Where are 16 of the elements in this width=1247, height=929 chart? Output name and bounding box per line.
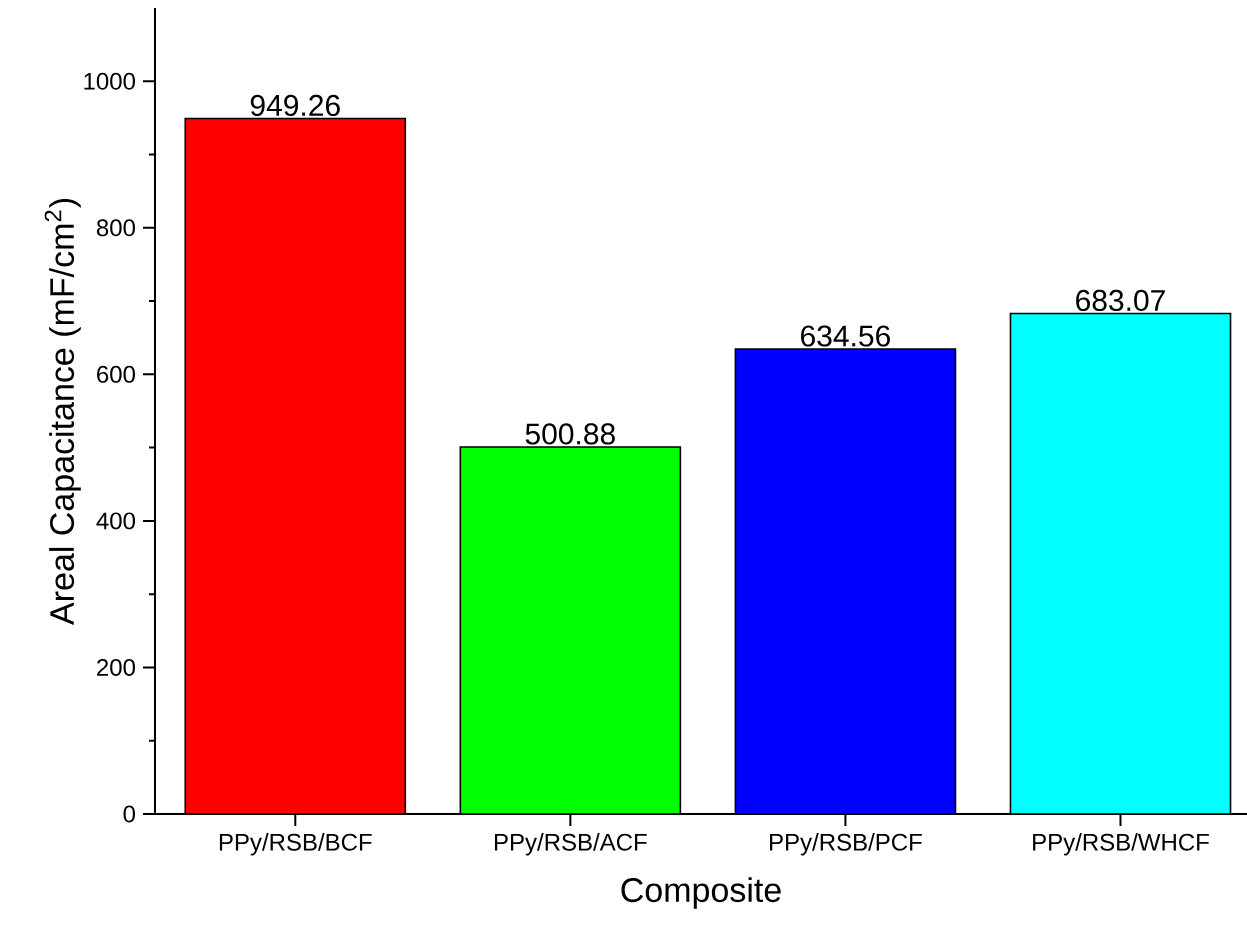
- data-label: 500.88: [525, 423, 615, 445]
- x-tick-label: PPy/RSB/ACF: [494, 833, 647, 856]
- data-label: 634.56: [801, 325, 890, 347]
- y-tick-label: 400: [96, 512, 135, 530]
- x-axis-title: Composite: [621, 877, 781, 909]
- y-axis-title: Areal Capacitance (mF/cm$^{2}$): [44, 199, 81, 625]
- y-tick-label: 1000: [84, 72, 135, 90]
- x-tick-label: PPy/RSB/WHCF: [1033, 833, 1209, 856]
- y-tick-label: 800: [96, 219, 135, 237]
- x-tick-label: PPy/RSB/BCF: [219, 833, 372, 856]
- data-label: 683.07: [1076, 289, 1165, 312]
- y-tick-label: 200: [97, 658, 135, 676]
- y-tick-label: 600: [97, 365, 135, 383]
- y-tick-label: 0: [123, 805, 136, 823]
- data-label: 949.26: [250, 94, 340, 117]
- x-tick-label: PPy/RSB/PCF: [770, 833, 922, 856]
